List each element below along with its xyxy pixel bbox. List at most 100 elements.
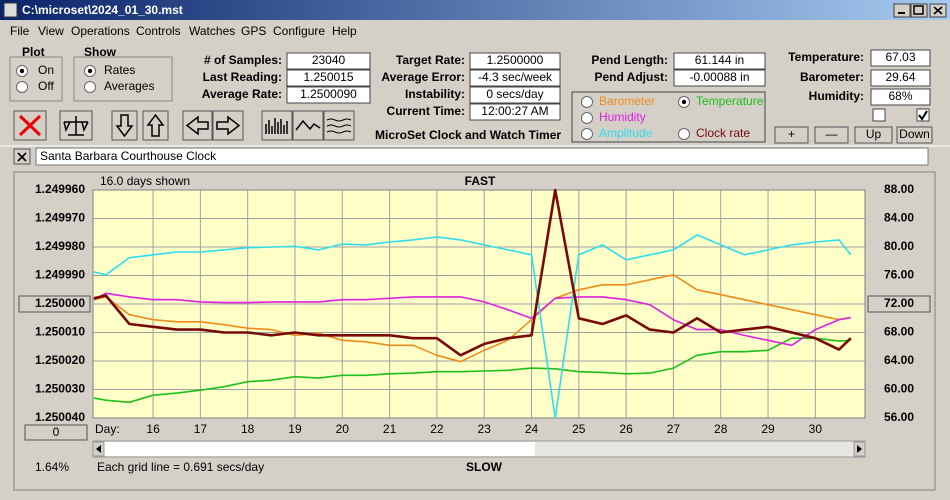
menu-item[interactable]: View <box>38 24 64 38</box>
y-tick-label: 1.249960 <box>35 182 85 196</box>
series-line <box>93 274 851 363</box>
plot-radio[interactable] <box>16 81 28 93</box>
button[interactable] <box>814 126 849 144</box>
plot-frame <box>9 56 63 102</box>
y2-tick-button[interactable] <box>867 295 931 313</box>
menu-item[interactable]: Watches <box>189 24 235 38</box>
up-icon <box>146 113 165 137</box>
field-value: -0.00088 in <box>689 70 749 84</box>
bars-icon <box>265 118 288 134</box>
lines-icon <box>326 118 352 134</box>
y2-tick-label: 68.00 <box>884 325 914 339</box>
field-label: Average Error: <box>381 70 465 84</box>
x-tick-label: 20 <box>336 422 350 436</box>
scroll-value-box <box>24 424 88 441</box>
legend-radio[interactable] <box>581 96 593 108</box>
scroll-value: 0 <box>53 425 60 439</box>
show-radio[interactable] <box>84 81 96 93</box>
field-box <box>870 69 931 87</box>
scroll-thumb[interactable] <box>104 442 535 456</box>
series-line <box>93 188 852 357</box>
menu-item[interactable]: GPS <box>241 24 266 38</box>
legend-label[interactable]: Clock rate <box>696 126 750 140</box>
y2-tick-label: 76.00 <box>884 268 914 282</box>
plot-radio-dot <box>19 68 25 74</box>
left-readout: 1.64% <box>35 460 69 474</box>
y-tick-label: 1.249970 <box>35 211 85 225</box>
field-box <box>469 52 561 70</box>
field-box <box>469 103 561 121</box>
x-tick-label: 16 <box>146 422 160 436</box>
field-box <box>286 86 371 104</box>
minimize-button[interactable] <box>893 3 911 18</box>
left-icon <box>185 115 209 136</box>
y-tick-label: 1.250010 <box>35 325 85 339</box>
button-label: Up <box>866 127 882 141</box>
legend-radio[interactable] <box>581 128 593 140</box>
checkbox-check <box>918 110 928 121</box>
x-tick-label: 17 <box>194 422 208 436</box>
window-title: C:\microset\2024_01_30.mst <box>22 3 183 17</box>
x-axis-label: Day: <box>95 422 120 436</box>
grid-note: Each grid line = 0.691 secs/day <box>97 460 264 474</box>
field-value: 68% <box>888 89 912 103</box>
toolbar[interactable] <box>13 110 355 141</box>
field-label: Target Rate: <box>396 53 465 67</box>
field-box <box>673 52 766 70</box>
field-label: Current Time: <box>387 104 465 118</box>
clock-name: Santa Barbara Courthouse Clock <box>40 149 217 163</box>
field-label: Temperature: <box>788 50 864 64</box>
field-box <box>469 69 561 87</box>
y2-tick-label: 80.00 <box>884 239 914 253</box>
x-tick-label: 25 <box>572 422 586 436</box>
clear-icon <box>18 114 42 137</box>
bars-button[interactable] <box>261 110 293 141</box>
right-icon <box>216 115 241 136</box>
menu-item[interactable]: Configure <box>273 24 325 38</box>
field-box <box>286 52 371 70</box>
field-value: 0 secs/day <box>486 87 543 101</box>
legend-label[interactable]: Temperature <box>696 94 764 108</box>
legend-radio[interactable] <box>581 112 593 124</box>
menu-item[interactable]: Controls <box>136 24 181 38</box>
y2-tick-label: 72.00 <box>884 296 914 310</box>
show-option[interactable]: Averages <box>104 79 154 93</box>
legend-label[interactable]: Amplitude <box>599 126 653 140</box>
x-tick-label: 18 <box>241 422 255 436</box>
field-box <box>286 69 371 87</box>
maximize-glyph <box>913 5 924 15</box>
y-tick-button[interactable] <box>18 295 91 313</box>
left-button[interactable] <box>182 110 213 141</box>
menu-item[interactable]: Operations <box>71 24 130 38</box>
legend-radio[interactable] <box>678 128 690 140</box>
legend-frame <box>571 91 766 143</box>
plot-option[interactable]: On <box>38 63 54 77</box>
field-box <box>870 49 931 67</box>
title-bar <box>0 0 950 20</box>
legend-label[interactable]: Humidity <box>599 110 646 124</box>
menu-item[interactable]: Help <box>332 24 357 38</box>
legend-label[interactable]: Barometer <box>599 94 655 108</box>
field-label: Average Rate: <box>202 87 282 101</box>
field-label: Humidity: <box>809 89 864 103</box>
button[interactable] <box>774 126 809 144</box>
field-value: 12:00:27 AM <box>481 104 548 118</box>
button-label: Down <box>899 127 930 141</box>
close-glyph <box>933 6 943 15</box>
show-option[interactable]: Rates <box>104 63 135 77</box>
window-controls[interactable] <box>893 3 947 18</box>
menu-item[interactable]: File <box>10 24 30 38</box>
field-label: Barometer: <box>800 70 864 84</box>
x-tick-label: 24 <box>525 422 539 436</box>
plot-option[interactable]: Off <box>38 79 54 93</box>
wave-button[interactable] <box>292 110 324 141</box>
field-label: # of Samples: <box>204 53 282 67</box>
y-tick-label: 1.250030 <box>35 382 85 396</box>
app-label: MicroSet Clock and Watch Timer <box>375 128 561 142</box>
checkbox[interactable] <box>872 108 886 122</box>
button[interactable] <box>854 126 893 144</box>
clock-name-box[interactable] <box>35 147 929 166</box>
button[interactable] <box>896 126 933 144</box>
